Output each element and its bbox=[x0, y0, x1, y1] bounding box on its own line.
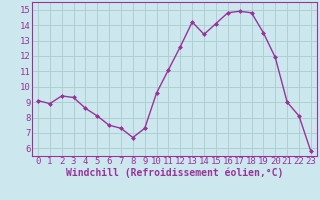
X-axis label: Windchill (Refroidissement éolien,°C): Windchill (Refroidissement éolien,°C) bbox=[66, 168, 283, 178]
